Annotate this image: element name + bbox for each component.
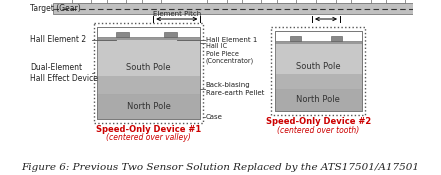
Bar (275, 89, 362, 111)
Bar (290, 36, 301, 41)
Bar (164, 32, 177, 37)
Bar (271, 27, 365, 115)
Bar (142, 0, 161, 3)
Bar (386, 0, 405, 3)
Text: South Pole: South Pole (126, 62, 171, 72)
Bar (317, 0, 336, 3)
Text: South Pole: South Pole (296, 62, 340, 71)
Text: Hall Element 2: Hall Element 2 (30, 35, 86, 44)
Text: Dual-Element
Hall Effect Device: Dual-Element Hall Effect Device (30, 63, 98, 83)
Bar (275, 31, 362, 111)
Bar (242, 0, 262, 3)
Bar (275, 74, 362, 89)
Bar (331, 36, 342, 41)
Bar (97, 37, 199, 40)
Bar (107, 0, 126, 3)
Bar (97, 94, 199, 119)
Text: Speed-Only Device #2: Speed-Only Device #2 (265, 117, 371, 127)
Text: North Pole: North Pole (127, 102, 170, 111)
Bar (275, 44, 362, 89)
Text: Case: Case (206, 114, 223, 120)
Bar (275, 31, 362, 111)
Bar (97, 27, 199, 119)
Text: North Pole: North Pole (296, 96, 340, 104)
Text: Back-biasing
Rare-earth Pellet: Back-biasing Rare-earth Pellet (206, 82, 264, 96)
Text: Hall Element 1: Hall Element 1 (206, 37, 257, 43)
Bar (72, 0, 91, 3)
Text: Figure 6: Previous Two Sensor Solution Replaced by the ATS17501/A17501: Figure 6: Previous Two Sensor Solution R… (22, 163, 419, 173)
Text: (centered over tooth): (centered over tooth) (277, 125, 359, 135)
Text: Target (Gear): Target (Gear) (30, 4, 81, 13)
Bar (277, 0, 296, 3)
Text: Hall IC
Pole Piece
(Concentrator): Hall IC Pole Piece (Concentrator) (206, 43, 254, 65)
Text: Element Pitch: Element Pitch (153, 11, 201, 17)
Bar (116, 32, 129, 37)
Text: (centered over valley): (centered over valley) (106, 134, 191, 142)
Bar (275, 41, 362, 44)
Bar (53, 3, 413, 14)
Text: Speed-Only Device #1: Speed-Only Device #1 (96, 125, 201, 135)
Bar (97, 76, 199, 94)
Bar (207, 0, 227, 3)
Bar (94, 23, 203, 123)
Bar (351, 0, 370, 3)
Bar (97, 27, 199, 119)
Bar (97, 40, 199, 94)
